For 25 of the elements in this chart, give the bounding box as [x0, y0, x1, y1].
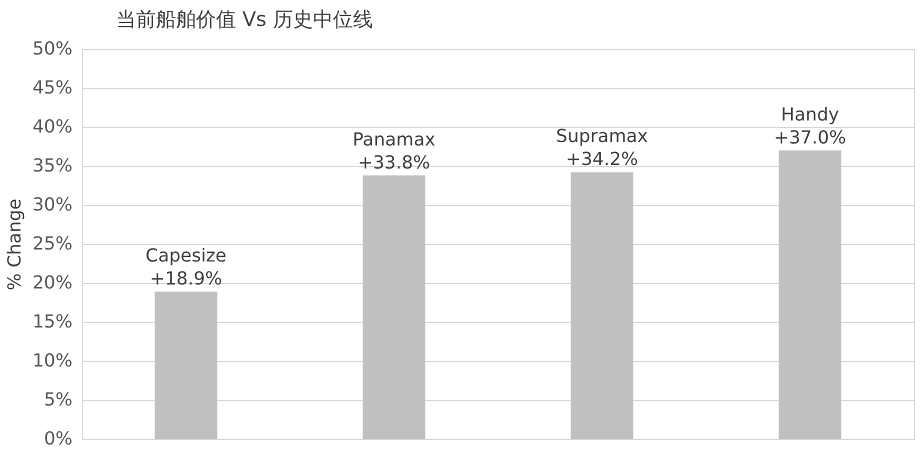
bar	[778, 150, 842, 439]
data-label: +18.9%	[150, 268, 222, 290]
y-axis-title: % Change	[4, 198, 26, 290]
data-label: +34.2%	[566, 149, 638, 170]
x-tick-label: Handy	[780, 104, 840, 126]
bar	[154, 292, 218, 439]
y-tick-label: 50%	[32, 38, 72, 60]
bar	[362, 175, 426, 439]
y-tick-label: 25%	[32, 234, 72, 254]
y-tick-label: 30%	[32, 194, 72, 216]
y-tick-label: 20%	[32, 272, 72, 294]
y-tick-label: 0%	[44, 428, 72, 450]
chart-title: 当前船舶价值 Vs 历史中位线	[116, 7, 373, 31]
bar	[570, 172, 634, 439]
y-tick-label: 45%	[32, 78, 72, 98]
x-tick-label: Supramax	[556, 126, 648, 148]
y-tick-label: 10%	[32, 350, 72, 372]
data-label: +37.0%	[774, 127, 846, 148]
y-tick-label: 15%	[32, 312, 72, 332]
data-label: +33.8%	[358, 152, 430, 174]
y-tick-label: 35%	[32, 156, 72, 176]
x-tick-label: Capesize	[146, 246, 226, 267]
x-tick-label: Panamax	[352, 129, 436, 150]
y-tick-label: 40%	[32, 116, 72, 138]
y-tick-label: 5%	[44, 390, 72, 410]
